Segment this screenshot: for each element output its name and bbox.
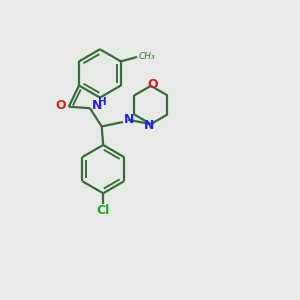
Text: Cl: Cl — [97, 204, 110, 217]
Text: N: N — [144, 119, 154, 132]
Text: CH₃: CH₃ — [139, 52, 156, 62]
Text: N: N — [92, 99, 102, 112]
Text: O: O — [147, 78, 158, 91]
Text: O: O — [55, 99, 66, 112]
Text: N: N — [124, 113, 134, 126]
Text: H: H — [98, 97, 107, 107]
